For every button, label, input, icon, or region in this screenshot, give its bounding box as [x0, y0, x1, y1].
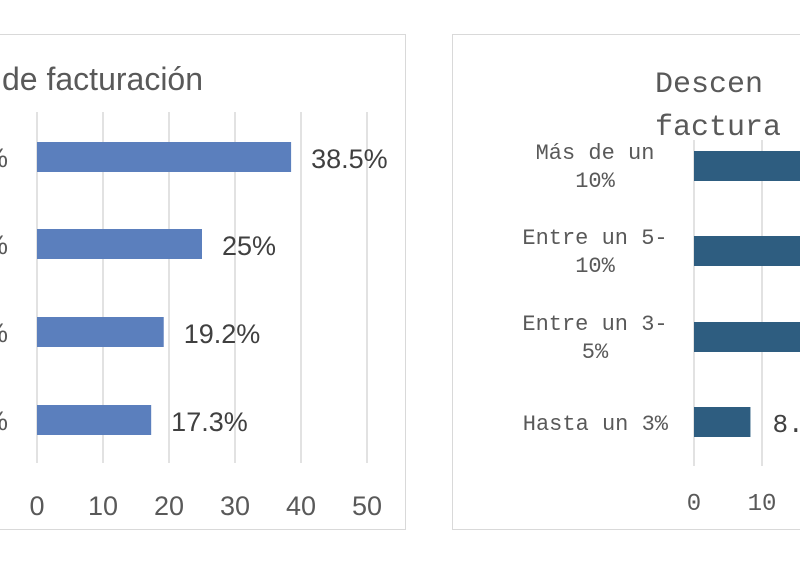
category-label: 10%	[575, 254, 615, 279]
category-label: Entre un 3-	[522, 312, 667, 337]
category-label: %	[0, 318, 8, 348]
x-tick-label: 40	[286, 491, 316, 521]
category-label: %	[0, 406, 8, 436]
chart-title: de facturación	[2, 61, 203, 97]
category-label: 10%	[575, 169, 615, 194]
data-label: 19.2%	[184, 319, 261, 349]
x-tick-label: 10	[748, 491, 777, 518]
chart-panel-facturacion	[0, 34, 406, 530]
bar	[694, 151, 800, 181]
bar	[37, 142, 292, 172]
bar	[37, 229, 202, 259]
category-label: Más de un	[536, 141, 655, 166]
x-tick-label: 50	[352, 491, 382, 521]
category-label: Entre un 5-	[522, 226, 667, 251]
chart-title-line: factura	[655, 111, 781, 145]
bar	[37, 317, 164, 347]
x-tick-label: 20	[154, 491, 184, 521]
data-label: 17.3%	[171, 407, 248, 437]
data-label: 25%	[222, 231, 276, 261]
x-tick-label: 30	[220, 491, 250, 521]
bar	[694, 236, 800, 266]
bar	[37, 405, 152, 435]
chart-panel-descenso	[452, 34, 800, 530]
x-tick-label: 0	[687, 491, 701, 518]
category-label: Hasta un 3%	[523, 412, 669, 437]
data-label: 38.5%	[311, 144, 388, 174]
x-tick-label: 0	[29, 491, 44, 521]
bar	[694, 322, 800, 352]
category-label: %	[0, 230, 8, 260]
data-label: 8.	[772, 410, 800, 440]
bar	[694, 407, 751, 437]
category-label: 5%	[582, 340, 609, 365]
category-label: %	[0, 143, 8, 173]
chart-title-line: Descen	[655, 68, 763, 102]
x-tick-label: 10	[88, 491, 118, 521]
